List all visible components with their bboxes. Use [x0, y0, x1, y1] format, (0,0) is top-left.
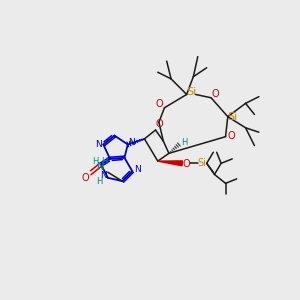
- Text: O: O: [183, 159, 190, 170]
- Text: Si: Si: [227, 112, 237, 122]
- Text: N: N: [95, 140, 102, 149]
- Text: Si: Si: [198, 158, 207, 168]
- Text: N: N: [100, 171, 107, 180]
- Text: N: N: [98, 162, 105, 172]
- Text: O: O: [82, 173, 89, 183]
- Text: Si: Si: [186, 87, 196, 97]
- Text: H: H: [101, 157, 108, 166]
- Text: H: H: [181, 138, 188, 147]
- Text: O: O: [212, 89, 219, 99]
- Text: O: O: [155, 99, 163, 110]
- Polygon shape: [158, 161, 182, 166]
- Text: O: O: [227, 130, 235, 141]
- Text: N: N: [134, 166, 141, 175]
- Text: H: H: [96, 177, 102, 186]
- Text: N: N: [128, 138, 134, 147]
- Text: H: H: [92, 157, 99, 166]
- Text: O: O: [155, 119, 163, 129]
